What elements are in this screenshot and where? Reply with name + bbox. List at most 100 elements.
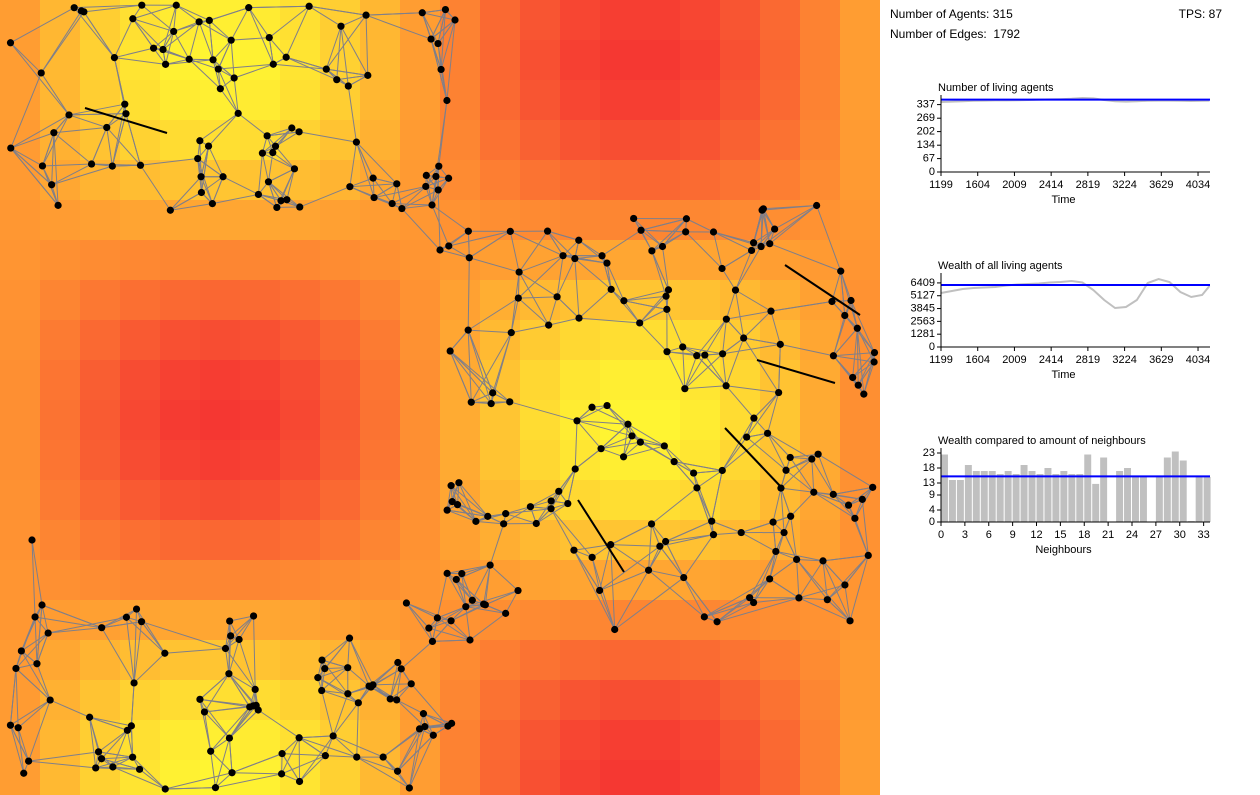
data-line xyxy=(940,277,1211,310)
agent xyxy=(443,96,451,105)
edge xyxy=(268,168,295,183)
heat-cell xyxy=(200,280,240,320)
heat-cell xyxy=(280,400,320,440)
heat-cell xyxy=(400,360,440,400)
edge xyxy=(188,58,221,90)
heat-cell xyxy=(40,320,80,360)
heat-cell xyxy=(840,240,880,280)
heat-cell xyxy=(160,720,200,760)
edge xyxy=(518,296,558,299)
agent xyxy=(718,466,726,475)
heat-cell xyxy=(160,600,200,640)
x-tick-label: 24 xyxy=(1126,529,1138,541)
edge xyxy=(366,12,423,16)
edge xyxy=(753,578,771,603)
edge xyxy=(767,392,780,434)
heat-cell xyxy=(80,520,120,560)
agent xyxy=(397,665,405,673)
heat-cell xyxy=(0,320,40,360)
edge xyxy=(248,5,310,9)
edge xyxy=(68,103,125,116)
edge xyxy=(89,716,128,731)
x-tick-label: 2414 xyxy=(1039,354,1063,366)
heat-cell xyxy=(400,520,440,560)
edge xyxy=(455,579,485,605)
agent xyxy=(225,670,233,678)
edge xyxy=(373,185,426,199)
edge xyxy=(28,760,96,769)
heat-cell xyxy=(600,760,640,795)
edge xyxy=(281,753,300,782)
heat-cell xyxy=(40,360,80,400)
heat-cell xyxy=(360,520,400,560)
agent xyxy=(526,503,535,511)
heat-cell xyxy=(840,40,880,80)
edge xyxy=(610,289,641,324)
edge xyxy=(439,230,469,251)
agent xyxy=(92,764,100,772)
heat-cell xyxy=(120,480,160,520)
edge xyxy=(485,604,506,614)
heat-cell xyxy=(360,600,400,640)
edge xyxy=(215,773,282,789)
edge xyxy=(753,392,780,419)
heat-cell xyxy=(560,480,600,520)
heat-cell xyxy=(560,0,600,40)
heat-cell xyxy=(800,720,840,760)
edge xyxy=(112,766,166,790)
edge xyxy=(450,485,489,517)
edge xyxy=(503,506,531,525)
heat-cell xyxy=(720,480,760,520)
edge xyxy=(31,539,43,606)
edge xyxy=(562,255,608,264)
heat-cell xyxy=(120,640,160,680)
edge xyxy=(20,604,43,652)
heat-cell xyxy=(680,0,720,40)
agent xyxy=(515,268,523,276)
edge xyxy=(230,615,254,637)
agent xyxy=(209,56,217,64)
agent xyxy=(428,637,437,646)
edge xyxy=(790,453,819,458)
agent xyxy=(277,770,286,778)
agent xyxy=(514,294,522,302)
edge xyxy=(725,289,736,320)
agent xyxy=(750,598,758,607)
heat-cell xyxy=(640,480,680,520)
edge xyxy=(467,330,472,403)
edge xyxy=(840,271,846,316)
agent xyxy=(122,613,131,621)
edge xyxy=(431,204,450,247)
heat-cell xyxy=(0,400,40,440)
heat-cell xyxy=(680,560,720,600)
heat-cell xyxy=(760,200,800,240)
edge xyxy=(704,597,750,618)
agent xyxy=(472,517,480,525)
strong-edge xyxy=(84,107,168,134)
agent xyxy=(775,388,783,397)
edge xyxy=(760,205,817,247)
agent xyxy=(422,171,430,180)
heat-cell xyxy=(760,240,800,280)
agent xyxy=(86,713,94,721)
x-tick-label: 1604 xyxy=(965,179,989,191)
edge xyxy=(437,9,446,44)
heat-cell xyxy=(560,440,600,480)
agent xyxy=(103,123,111,132)
edge xyxy=(396,683,412,701)
edge xyxy=(373,183,398,199)
agent xyxy=(543,227,552,235)
agent xyxy=(844,501,853,509)
agent xyxy=(575,236,583,244)
edge xyxy=(10,147,59,206)
edge xyxy=(231,37,270,41)
agent xyxy=(211,784,220,792)
agent xyxy=(207,747,215,755)
heat-cell xyxy=(400,440,440,480)
edge xyxy=(722,353,727,386)
edge xyxy=(610,544,616,630)
heat-cell xyxy=(560,640,600,680)
agent xyxy=(425,624,433,632)
bar xyxy=(964,465,972,522)
edge xyxy=(822,560,846,586)
